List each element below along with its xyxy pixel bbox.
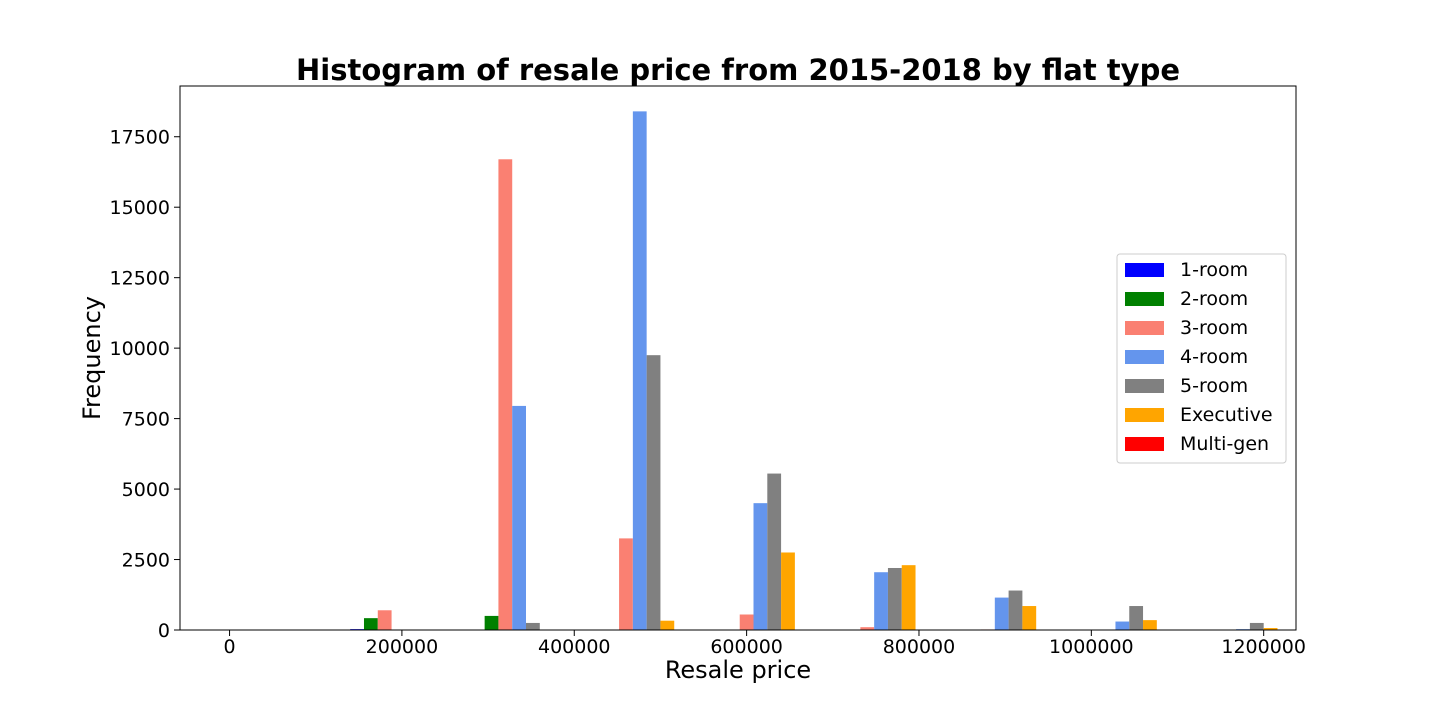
y-tick-label: 12500	[110, 268, 170, 290]
x-tick-label: 600000	[710, 636, 783, 658]
bar-4-room-bin-5	[994, 597, 1009, 630]
bar-3-room-bin-1	[498, 159, 513, 630]
chart-title: Histogram of resale price from 2015-2018…	[296, 53, 1180, 87]
legend-label-5-room: 5-room	[1180, 375, 1248, 397]
x-tick-label: 0	[224, 636, 236, 658]
x-tick-label: 200000	[366, 636, 439, 658]
legend: 1-room 2-room 3-room 4-room 5-room Executive M…	[1116, 253, 1287, 464]
bar-4-room-bin-4	[874, 572, 888, 630]
bar-3-room-bin-3	[739, 614, 754, 630]
bar-executive-bin-6	[1143, 620, 1157, 630]
bar-4-room-bin-2	[632, 111, 647, 631]
bar-4-room-bin-1	[512, 405, 526, 630]
y-tick-label: 15000	[110, 197, 170, 219]
legend-label-executive: Executive	[1180, 404, 1273, 426]
bar-4-room-bin-3	[753, 503, 768, 630]
legend-swatch-2-room	[1125, 292, 1164, 306]
legend-label-1-room: 1-room	[1180, 259, 1248, 281]
y-tick-label: 2500	[122, 550, 170, 572]
bar-executive-bin-5	[1022, 606, 1037, 630]
bar-5-room-bin-3	[767, 473, 782, 630]
bar-2-room-bin-0	[363, 618, 378, 630]
bar-5-room-bin-1	[526, 622, 540, 630]
legend-label-4-room: 4-room	[1180, 346, 1248, 368]
y-axis-ticks: 0 2500 5000 7500 10000 12500 15000 17500	[110, 127, 180, 642]
bar-4-room-bin-6	[1115, 621, 1130, 630]
legend-swatch-multi-gen	[1125, 437, 1164, 451]
x-tick-label: 1200000	[1221, 636, 1306, 658]
legend-swatch-1-room	[1125, 263, 1164, 277]
bar-5-room-bin-2	[646, 355, 661, 630]
bar-executive-bin-3	[781, 552, 795, 630]
y-tick-label: 17500	[110, 127, 170, 149]
y-tick-label: 10000	[110, 338, 170, 360]
bar-3-room-bin-4	[860, 627, 875, 630]
bar-5-room-bin-6	[1129, 606, 1144, 630]
bar-5-room-bin-7	[1249, 622, 1264, 630]
x-tick-label: 400000	[538, 636, 611, 658]
legend-swatch-3-room	[1125, 321, 1164, 335]
bar-3-room-bin-0	[377, 610, 392, 630]
legend-label-multi-gen: Multi-gen	[1180, 433, 1269, 455]
legend-swatch-5-room	[1125, 379, 1164, 393]
y-tick-label: 5000	[122, 479, 170, 501]
legend-label-2-room: 2-room	[1180, 288, 1248, 310]
bars-group	[350, 111, 1278, 631]
x-tick-label: 800000	[883, 636, 956, 658]
bar-executive-bin-7	[1263, 628, 1278, 630]
x-axis-ticks: 0 200000 400000 600000 800000 1000000 1200000	[224, 630, 1306, 658]
legend-label-3-room: 3-room	[1180, 317, 1248, 339]
legend-swatch-4-room	[1125, 350, 1164, 364]
x-tick-label: 1000000	[1049, 636, 1134, 658]
plot-frame	[179, 85, 1297, 631]
bar-executive-bin-4	[901, 565, 916, 630]
bar-5-room-bin-5	[1008, 590, 1023, 630]
bar-5-room-bin-4	[887, 567, 902, 630]
bar-3-room-bin-2	[619, 538, 633, 630]
bar-2-room-bin-1	[484, 615, 499, 630]
y-tick-label: 7500	[122, 409, 170, 431]
y-axis-label: Frequency	[78, 296, 106, 420]
bar-executive-bin-2	[660, 620, 675, 630]
y-tick-label: 0	[158, 620, 170, 642]
legend-swatch-executive	[1125, 408, 1164, 422]
x-axis-label: Resale price	[665, 656, 811, 684]
